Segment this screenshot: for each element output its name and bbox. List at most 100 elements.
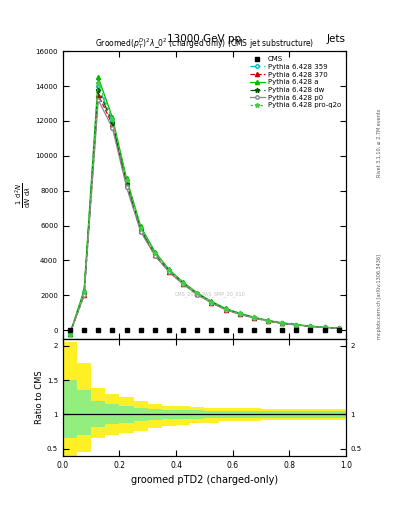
Pythia 6.428 dw (280, 320, 285, 326)
Line: CMS: CMS (68, 328, 340, 332)
Pythia 6.428 370 (167, 269, 171, 275)
CMS (294, 327, 299, 333)
Y-axis label: Ratio to CMS: Ratio to CMS (35, 371, 44, 424)
Pythia 6.428 dw (96, 87, 101, 93)
Pythia 6.428 370 (138, 228, 143, 234)
Pythia 6.428 dw (252, 315, 256, 321)
Pythia 6.428 dw (124, 181, 129, 187)
CMS (223, 327, 228, 333)
Pythia 6.428 dw (266, 318, 270, 324)
Pythia 6.428 359 (138, 226, 143, 232)
Text: Rivet 3.1.10, ≥ 2.7M events: Rivet 3.1.10, ≥ 2.7M events (377, 109, 382, 178)
Line: Pythia 6.428 dw: Pythia 6.428 dw (68, 87, 341, 336)
Pythia 6.428 p0 (223, 307, 228, 313)
Legend: CMS, Pythia 6.428 359, Pythia 6.428 370, Pythia 6.428 a, Pythia 6.428 dw, Pythia: CMS, Pythia 6.428 359, Pythia 6.428 370,… (247, 53, 344, 111)
Pythia 6.428 p0 (138, 228, 143, 234)
Pythia 6.428 370 (124, 182, 129, 188)
Pythia 6.428 dw (223, 306, 228, 312)
Pythia 6.428 p0 (336, 325, 341, 331)
Y-axis label: $\frac{1}{\mathrm{d}N}\frac{\mathrm{d}^2N}{\mathrm{d}\lambda}$: $\frac{1}{\mathrm{d}N}\frac{\mathrm{d}^2… (13, 182, 33, 208)
CMS (252, 327, 256, 333)
Pythia 6.428 p0 (167, 269, 171, 275)
Pythia 6.428 p0 (82, 292, 86, 298)
CMS (124, 327, 129, 333)
CMS (308, 327, 313, 333)
Line: Pythia 6.428 p0: Pythia 6.428 p0 (68, 98, 340, 335)
Pythia 6.428 a (110, 114, 115, 120)
Pythia 6.428 359 (266, 317, 270, 324)
Pythia 6.428 pro-q2o (124, 177, 129, 183)
Pythia 6.428 a (181, 279, 185, 285)
Pythia 6.428 370 (96, 92, 101, 98)
Pythia 6.428 370 (237, 311, 242, 317)
CMS (195, 327, 200, 333)
CMS (82, 327, 86, 333)
Pythia 6.428 370 (223, 307, 228, 313)
Pythia 6.428 370 (252, 315, 256, 321)
Pythia 6.428 370 (322, 324, 327, 330)
Pythia 6.428 p0 (237, 311, 242, 317)
X-axis label: groomed pTD2 (charged-only): groomed pTD2 (charged-only) (131, 475, 278, 485)
Pythia 6.428 359 (237, 310, 242, 316)
Pythia 6.428 359 (167, 268, 171, 274)
Pythia 6.428 p0 (322, 325, 327, 331)
CMS (167, 327, 171, 333)
Pythia 6.428 359 (252, 314, 256, 321)
CMS (181, 327, 185, 333)
Pythia 6.428 a (280, 319, 285, 326)
Pythia 6.428 p0 (280, 321, 285, 327)
Pythia 6.428 370 (110, 121, 115, 127)
Pythia 6.428 dw (336, 325, 341, 331)
Pythia 6.428 pro-q2o (167, 267, 171, 273)
Pythia 6.428 359 (181, 280, 185, 286)
Pythia 6.428 p0 (252, 315, 256, 321)
Text: mcplots.cern.ch [arXiv:1306.3436]: mcplots.cern.ch [arXiv:1306.3436] (377, 254, 382, 339)
Pythia 6.428 a (124, 176, 129, 182)
Pythia 6.428 p0 (110, 125, 115, 131)
Pythia 6.428 pro-q2o (195, 290, 200, 296)
Pythia 6.428 370 (152, 252, 157, 258)
Pythia 6.428 359 (223, 306, 228, 312)
Line: Pythia 6.428 pro-q2o: Pythia 6.428 pro-q2o (68, 80, 341, 336)
Pythia 6.428 359 (124, 179, 129, 185)
Pythia 6.428 p0 (195, 292, 200, 298)
Pythia 6.428 370 (209, 300, 214, 306)
CMS (152, 327, 157, 333)
Pythia 6.428 a (322, 324, 327, 330)
Pythia 6.428 a (195, 290, 200, 296)
Line: Pythia 6.428 a: Pythia 6.428 a (68, 75, 341, 336)
Pythia 6.428 359 (110, 118, 115, 124)
Pythia 6.428 a (152, 249, 157, 255)
Pythia 6.428 dw (82, 290, 86, 296)
Pythia 6.428 359 (82, 289, 86, 295)
Pythia 6.428 p0 (181, 281, 185, 287)
Pythia 6.428 dw (167, 268, 171, 274)
CMS (280, 327, 285, 333)
Pythia 6.428 370 (68, 331, 72, 337)
Pythia 6.428 dw (294, 322, 299, 328)
Pythia 6.428 pro-q2o (82, 289, 86, 295)
Pythia 6.428 p0 (68, 331, 72, 337)
Pythia 6.428 a (266, 317, 270, 324)
Text: Jets: Jets (327, 33, 346, 44)
Pythia 6.428 a (237, 310, 242, 316)
Pythia 6.428 p0 (209, 300, 214, 306)
Pythia 6.428 p0 (294, 322, 299, 328)
Pythia 6.428 370 (336, 325, 341, 331)
Text: CMS_2021_PAS_SMP_20_010: CMS_2021_PAS_SMP_20_010 (174, 292, 245, 297)
Pythia 6.428 359 (294, 322, 299, 328)
Pythia 6.428 a (68, 331, 72, 337)
CMS (266, 327, 270, 333)
Pythia 6.428 pro-q2o (266, 317, 270, 324)
Pythia 6.428 pro-q2o (110, 116, 115, 122)
Pythia 6.428 a (223, 306, 228, 312)
Pythia 6.428 pro-q2o (138, 225, 143, 231)
CMS (209, 327, 214, 333)
Pythia 6.428 p0 (266, 318, 270, 324)
Pythia 6.428 a (82, 287, 86, 293)
Pythia 6.428 pro-q2o (294, 322, 299, 328)
CMS (110, 327, 115, 333)
Pythia 6.428 359 (195, 290, 200, 296)
Pythia 6.428 pro-q2o (152, 249, 157, 255)
Pythia 6.428 pro-q2o (336, 325, 341, 331)
